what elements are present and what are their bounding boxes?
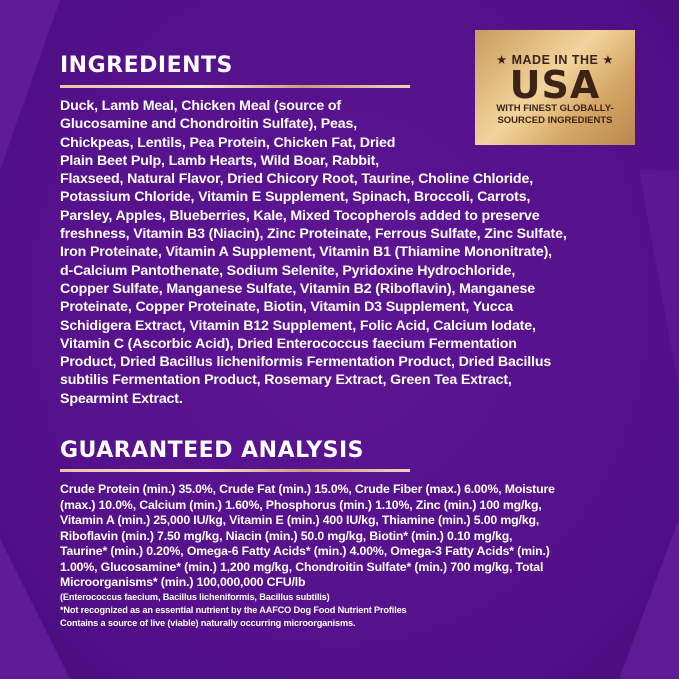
text-line: Vitamin C (Ascorbic Acid), Dried Enteroc… bbox=[60, 335, 517, 352]
text-line: Flaxseed, Natural Flavor, Dried Chicory … bbox=[60, 171, 533, 188]
heading-divider bbox=[60, 469, 410, 472]
text-line: d-Calcium Pantothenate, Sodium Selenite,… bbox=[60, 262, 516, 279]
badge-line: WITH FINEST GLOBALLY- bbox=[496, 103, 614, 114]
background-facet bbox=[0, 0, 60, 170]
text-line: Product, Dried Bacillus licheniformis Fe… bbox=[60, 354, 552, 371]
text-line: 1.00%, Glucosamine* (min.) 1,200 mg/kg, … bbox=[60, 559, 544, 574]
text-line: subtilis Fermentation Product, Rosemary … bbox=[60, 372, 512, 389]
text-line: Contains a source of live (viable) natur… bbox=[60, 617, 356, 628]
text-line: Iron Proteinate, Vitamin A Supplement, V… bbox=[60, 244, 552, 261]
text-line: Schidigera Extract, Vitamin B12 Suppleme… bbox=[60, 317, 536, 334]
text-line: Taurine* (min.) 0.20%, Omega-6 Fatty Aci… bbox=[60, 544, 550, 558]
analysis-heading: GUARANTEED ANALYSIS bbox=[60, 438, 364, 463]
guaranteed-analysis: Crude Protein (min.) 35.0%, Crude Fat (m… bbox=[60, 482, 555, 630]
text-line: Glucosamine and Chondroitin Sulfate), Pe… bbox=[60, 116, 358, 133]
ingredients-list: Duck, Lamb Meal, Chicken Meal (source of… bbox=[60, 97, 567, 408]
text-line: Copper Sulfate, Manganese Sulfate, Vitam… bbox=[60, 280, 536, 297]
text-line: Riboflavin (min.) 7.50 mg/kg, Niacin (mi… bbox=[60, 528, 513, 543]
background-facet bbox=[0, 539, 70, 679]
text-line: Vitamin A (min.) 25,000 IU/kg, Vitamin E… bbox=[60, 513, 540, 527]
text-line: *Not recognized as an essential nutrient… bbox=[60, 604, 407, 615]
background-facet bbox=[619, 519, 679, 679]
text-line: Microorganisms* (min.) 100,000,000 CFU/l… bbox=[60, 575, 306, 589]
badge-line: SOURCED INGREDIENTS bbox=[497, 115, 613, 126]
text-line: Plain Beet Pulp, Lamb Hearts, Wild Boar,… bbox=[60, 152, 380, 169]
text-line: (max.) 10.0%, Calcium (min.) 1.60%, Phos… bbox=[60, 497, 542, 512]
background-facet bbox=[639, 170, 679, 390]
text-line: Spearmint Extract. bbox=[60, 390, 183, 407]
heading-divider bbox=[60, 85, 410, 88]
made-in-usa-badge: ★ MADE IN THE ★ USA WITH FINEST GLOBALLY… bbox=[475, 30, 635, 145]
text-line: Potassium Chloride, Vitamin E Supplement… bbox=[60, 189, 531, 206]
text-line: Chickpeas, Lentils, Pea Protein, Chicken… bbox=[60, 134, 396, 151]
text-line: (Enterococcus faecium, Bacillus lichenif… bbox=[60, 591, 330, 602]
ingredients-heading: INGREDIENTS bbox=[60, 53, 233, 78]
text-line: Proteinate, Copper Proteinate, Biotin, V… bbox=[60, 299, 513, 316]
text-line: freshness, Vitamin B3 (Niacin), Zinc Pro… bbox=[60, 226, 567, 243]
text-line: Crude Protein (min.) 35.0%, Crude Fat (m… bbox=[60, 482, 555, 496]
text-line: Duck, Lamb Meal, Chicken Meal (source of bbox=[60, 98, 341, 114]
badge-line: ★ MADE IN THE ★ bbox=[495, 53, 615, 67]
text-line: Parsley, Apples, Blueberries, Kale, Mixe… bbox=[60, 207, 540, 224]
badge-usa: USA bbox=[509, 63, 601, 107]
